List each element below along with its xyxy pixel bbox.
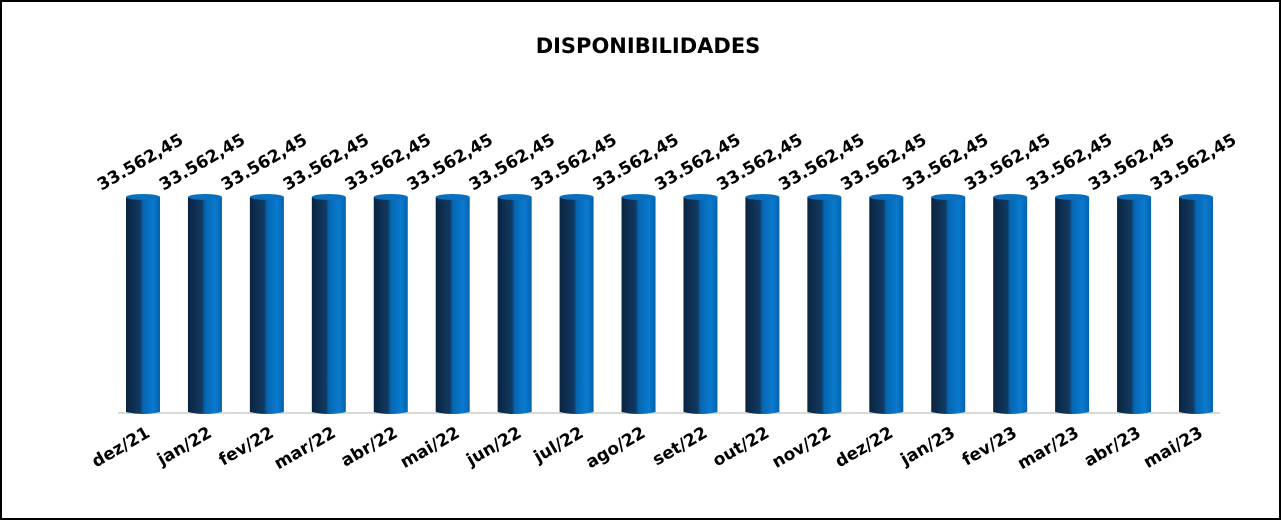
bar: [807, 194, 842, 414]
bar-body: [931, 197, 966, 414]
bar-cap: [1055, 194, 1090, 200]
bar-body: [435, 197, 470, 414]
bar: [931, 194, 966, 414]
bar-cap: [559, 194, 594, 200]
bar: [497, 194, 532, 414]
bar-cap: [621, 194, 656, 200]
bar-cap: [931, 194, 966, 200]
bar-cap: [311, 194, 346, 200]
bar-body: [1055, 197, 1090, 414]
bar-body: [126, 197, 160, 414]
bar-cap: [1117, 194, 1152, 200]
bar-cap: [745, 194, 780, 200]
bar-cap: [869, 194, 904, 200]
bar-body: [621, 197, 656, 414]
bar: [126, 194, 160, 414]
bar-body: [1179, 197, 1213, 414]
bar-cap: [187, 194, 222, 200]
bar-body: [187, 197, 222, 414]
bar: [1179, 194, 1213, 414]
bar: [683, 194, 718, 414]
bar: [869, 194, 904, 414]
bar-cap: [683, 194, 718, 200]
bar-body: [1117, 197, 1152, 414]
bar: [1055, 194, 1090, 414]
bar-cap: [249, 194, 284, 200]
bar: [373, 194, 408, 414]
bar-body: [993, 197, 1028, 414]
bar-body: [249, 197, 284, 414]
bar: [249, 194, 284, 414]
bar-cap: [373, 194, 408, 200]
bar: [311, 194, 346, 414]
bar-body: [745, 197, 780, 414]
bar-cap: [1179, 194, 1213, 200]
chart-title: DISPONIBILIDADES: [536, 34, 761, 58]
bar-body: [683, 197, 718, 414]
bar-cap: [435, 194, 470, 200]
bar-body: [559, 197, 594, 414]
bar-body: [311, 197, 346, 414]
bar-body: [807, 197, 842, 414]
bar: [435, 194, 470, 414]
bar: [559, 194, 594, 414]
bar-body: [373, 197, 408, 414]
bar: [1117, 194, 1152, 414]
bar-cap: [993, 194, 1028, 200]
bar-cap: [497, 194, 532, 200]
bar: [621, 194, 656, 414]
bar-cap: [126, 194, 160, 200]
bar-body: [869, 197, 904, 414]
bar: [745, 194, 780, 414]
bar: [993, 194, 1028, 414]
bar: [187, 194, 222, 414]
bar-body: [497, 197, 532, 414]
bar-cap: [807, 194, 842, 200]
